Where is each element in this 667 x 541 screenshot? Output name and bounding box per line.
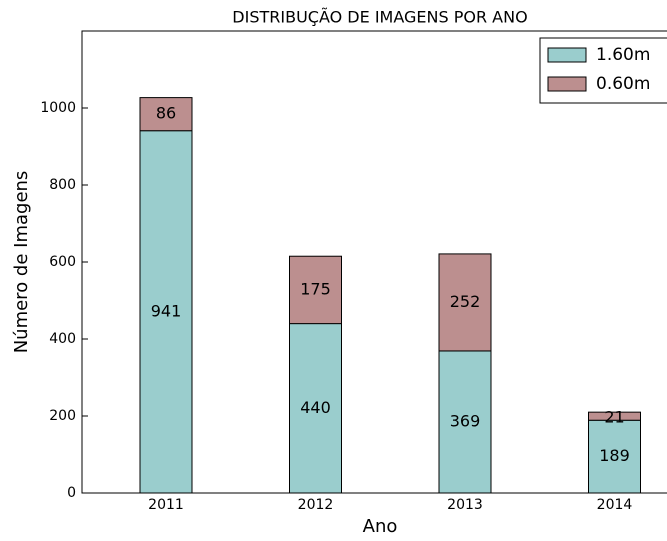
data-label: 86 [156,104,176,123]
x-tick-label: 2013 [447,497,483,513]
chart-title: DISTRIBUÇÃO DE IMAGENS POR ANO [232,8,527,27]
data-label: 440 [300,398,331,417]
bar-segment [289,323,342,494]
legend-label: 0.60m [596,74,650,94]
bar-segment [588,411,641,421]
y-tick-label: 1000 [40,100,76,116]
data-label: 252 [450,292,481,311]
y-tick-label: 200 [49,408,76,424]
data-label: 175 [300,279,331,298]
bar-segment [139,97,193,132]
y-tick-label: 600 [49,254,76,270]
bar-segment [289,255,342,325]
data-label: 369 [450,411,481,430]
x-tick-label: 2014 [597,497,633,513]
y-tick-label: 800 [49,177,76,193]
y-axis-label: Número de Imagens [11,171,32,354]
bar-segment [438,253,492,352]
y-tick-label: 0 [67,485,76,501]
legend-swatch [547,76,587,92]
bar-segment [588,419,641,494]
y-tick-label: 400 [49,331,76,347]
legend-swatch [547,47,587,63]
data-label: 21 [604,408,624,427]
legend-label: 1.60m [596,45,650,65]
x-axis-label: Ano [363,516,398,537]
data-label: 941 [151,301,182,320]
data-label: 189 [599,446,630,465]
plot-frame [81,30,667,494]
x-tick-label: 2012 [298,497,334,513]
x-tick-label: 2011 [148,497,184,513]
